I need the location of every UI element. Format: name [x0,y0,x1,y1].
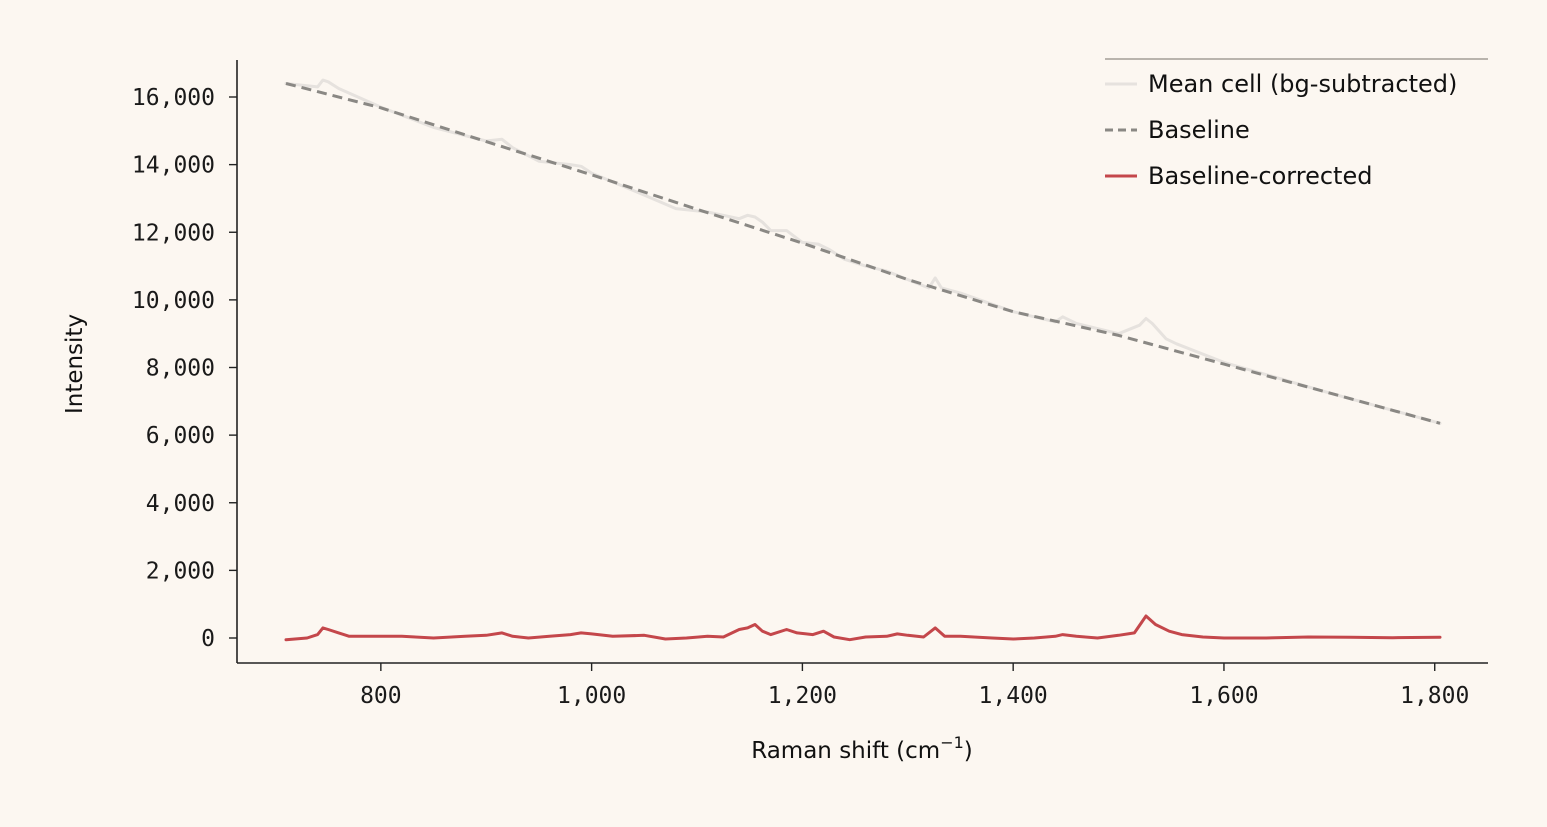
legend-item-baseline-corrected: Baseline-corrected [1105,162,1372,190]
y-tick-label: 8,000 [146,356,215,382]
baseline-corrected-line [284,614,1442,642]
x-tick-label: 1,400 [979,683,1048,709]
y-tick-label: 14,000 [132,153,215,179]
legend-label: Baseline-corrected [1148,162,1372,190]
x-axis-label-superscript: −1 [940,733,964,752]
y-tick-label: 4,000 [146,491,215,517]
x-tick-label: 1,200 [768,683,837,709]
y-tick-label: 6,000 [146,423,215,449]
legend: Mean cell (bg-subtracted) Baseline Baselin… [1105,58,1488,190]
x-tick-label: 1,600 [1189,683,1258,709]
y-tick-label: 0 [201,626,215,652]
baseline-line [285,82,1441,425]
y-tick-label: 2,000 [146,558,215,584]
series-lines [284,78,1442,642]
mean-cell-line [284,78,1442,425]
x-tick-label: 800 [360,683,402,709]
x-axis-label-close: ) [964,738,973,764]
axes [236,60,1488,664]
y-tick-label: 16,000 [132,85,215,111]
legend-item-mean-cell: Mean cell (bg-subtracted) [1105,70,1457,98]
x-tick-label: 1,800 [1400,683,1469,709]
x-tick-label: 1,000 [557,683,626,709]
x-axis-label: Raman shift (cm−1) [751,733,973,764]
legend-item-baseline: Baseline [1105,116,1250,144]
y-tick-label: 12,000 [132,220,215,246]
ticks: 800 1,000 1,200 1,400 1,600 1,800 0 2,000 4,000 6… [132,85,1469,709]
y-tick-label: 10,000 [132,288,215,314]
legend-label: Baseline [1148,116,1250,144]
x-axis-label-main: Raman shift (cm [751,738,940,764]
legend-label: Mean cell (bg-subtracted) [1148,70,1457,98]
y-axis-label: Intensity [62,314,88,414]
